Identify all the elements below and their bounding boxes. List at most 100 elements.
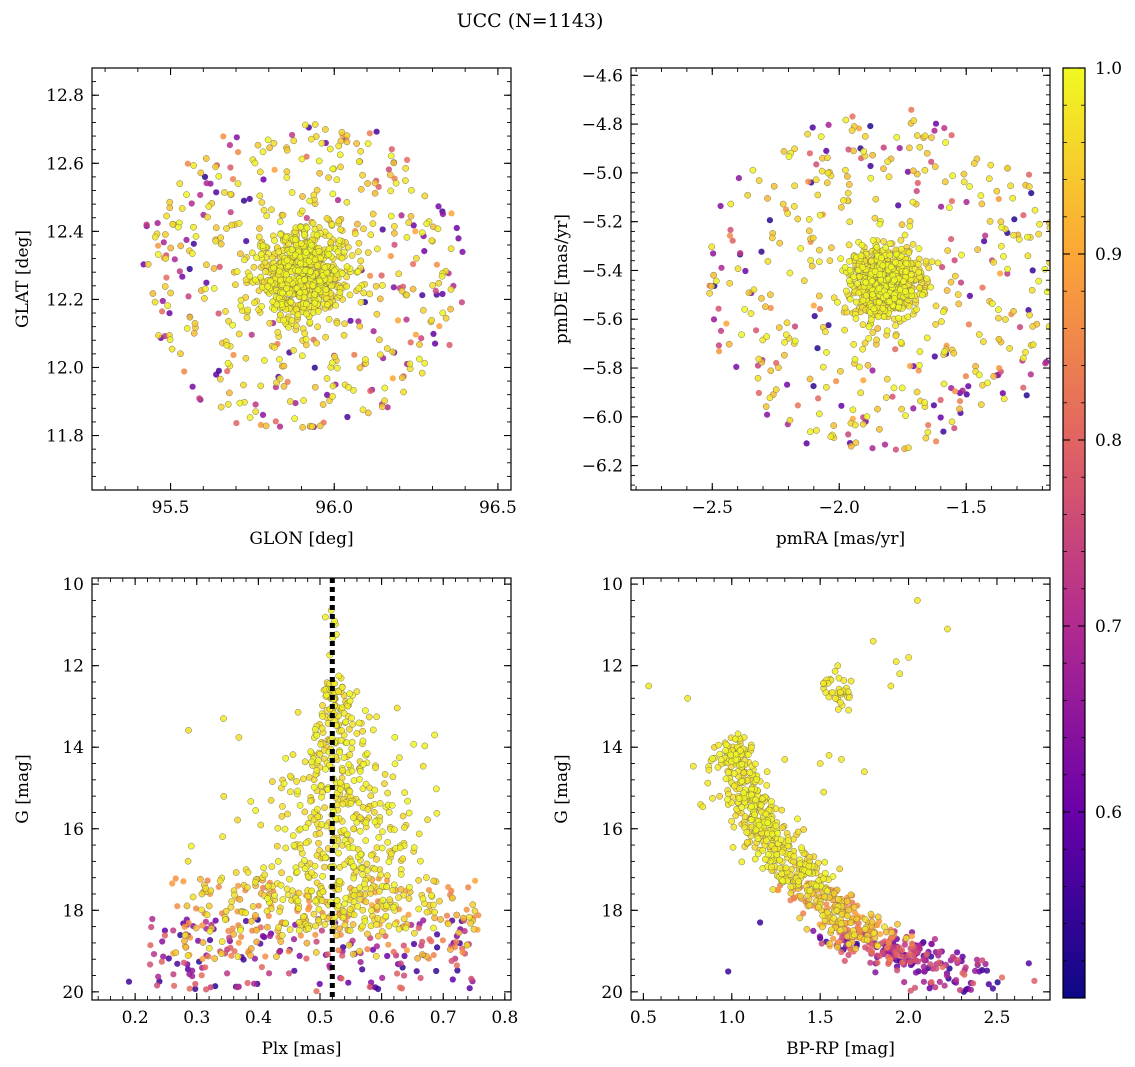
data-point <box>174 223 182 231</box>
data-point <box>841 957 848 965</box>
data-point <box>722 747 729 754</box>
data-point <box>724 796 731 804</box>
data-point <box>744 191 752 199</box>
data-point <box>374 932 382 940</box>
data-point <box>274 824 282 832</box>
data-point <box>834 706 842 713</box>
data-point <box>908 933 916 940</box>
data-point <box>314 916 322 924</box>
data-point <box>717 756 725 764</box>
data-point <box>331 353 339 360</box>
data-point <box>735 175 743 182</box>
data-point <box>233 268 241 275</box>
data-point <box>190 240 197 247</box>
data-point <box>305 906 312 913</box>
data-point <box>294 897 302 905</box>
data-point <box>759 847 767 854</box>
data-point <box>768 234 776 242</box>
data-point <box>435 279 443 287</box>
data-point <box>718 264 725 271</box>
data-point <box>314 308 322 315</box>
data-point <box>373 713 380 721</box>
data-point <box>1028 286 1036 294</box>
data-point <box>280 780 288 787</box>
data-point <box>762 303 769 311</box>
data-point <box>794 402 802 409</box>
data-point <box>416 355 423 363</box>
data-point <box>381 384 389 392</box>
data-point <box>896 145 903 152</box>
data-point <box>354 220 361 228</box>
data-point <box>235 882 242 889</box>
data-point <box>1031 977 1038 985</box>
data-point <box>910 117 918 124</box>
data-point <box>271 237 278 244</box>
data-point <box>287 772 294 780</box>
data-point <box>319 913 327 920</box>
data-point <box>353 140 360 147</box>
data-point <box>1023 392 1030 399</box>
data-point <box>1029 267 1036 274</box>
data-point <box>355 248 362 256</box>
data-point <box>224 368 231 375</box>
data-point <box>357 959 364 966</box>
data-point <box>876 425 883 433</box>
data-point <box>336 289 344 296</box>
data-point <box>809 234 817 242</box>
data-point <box>1045 323 1050 330</box>
data-point <box>798 844 805 852</box>
data-point <box>1024 233 1031 241</box>
data-point <box>433 967 440 975</box>
data-point <box>818 167 826 175</box>
data-point <box>745 289 753 297</box>
data-point <box>861 925 869 933</box>
data-point <box>955 957 962 964</box>
data-point <box>779 824 786 832</box>
data-point <box>864 361 872 369</box>
data-point <box>855 289 863 297</box>
data-point <box>740 789 748 797</box>
data-point <box>819 923 826 931</box>
data-point <box>742 267 749 275</box>
data-point <box>316 169 323 177</box>
data-point <box>341 320 348 328</box>
data-point <box>263 212 271 220</box>
data-point <box>322 126 329 133</box>
data-point <box>300 913 307 921</box>
colorbar-gradient <box>1062 67 1086 999</box>
scatter-points <box>645 597 1038 995</box>
data-point <box>803 440 810 447</box>
data-point <box>345 979 352 986</box>
data-point <box>391 760 399 768</box>
data-point <box>786 269 794 277</box>
data-point <box>834 662 842 670</box>
data-point <box>447 305 454 313</box>
data-point <box>922 257 930 265</box>
data-point <box>845 706 852 714</box>
data-point <box>321 264 329 271</box>
data-point <box>339 914 347 921</box>
data-point <box>794 815 801 823</box>
data-point <box>752 826 760 834</box>
data-point <box>790 203 798 210</box>
data-point <box>1016 324 1024 331</box>
data-point <box>409 285 417 293</box>
data-point <box>340 709 348 717</box>
data-point <box>463 906 470 913</box>
data-point <box>387 187 395 195</box>
data-point <box>220 715 227 722</box>
data-point <box>199 939 207 946</box>
y-tick-label: 16 <box>62 820 84 840</box>
data-point <box>258 199 266 206</box>
data-point <box>140 261 147 268</box>
data-point <box>356 322 364 330</box>
data-point <box>235 734 243 741</box>
data-point <box>395 270 403 278</box>
data-point <box>830 935 837 942</box>
data-point <box>439 211 446 218</box>
data-point <box>274 858 282 865</box>
data-point <box>257 273 265 281</box>
data-point <box>1010 307 1017 315</box>
data-point <box>974 961 981 968</box>
